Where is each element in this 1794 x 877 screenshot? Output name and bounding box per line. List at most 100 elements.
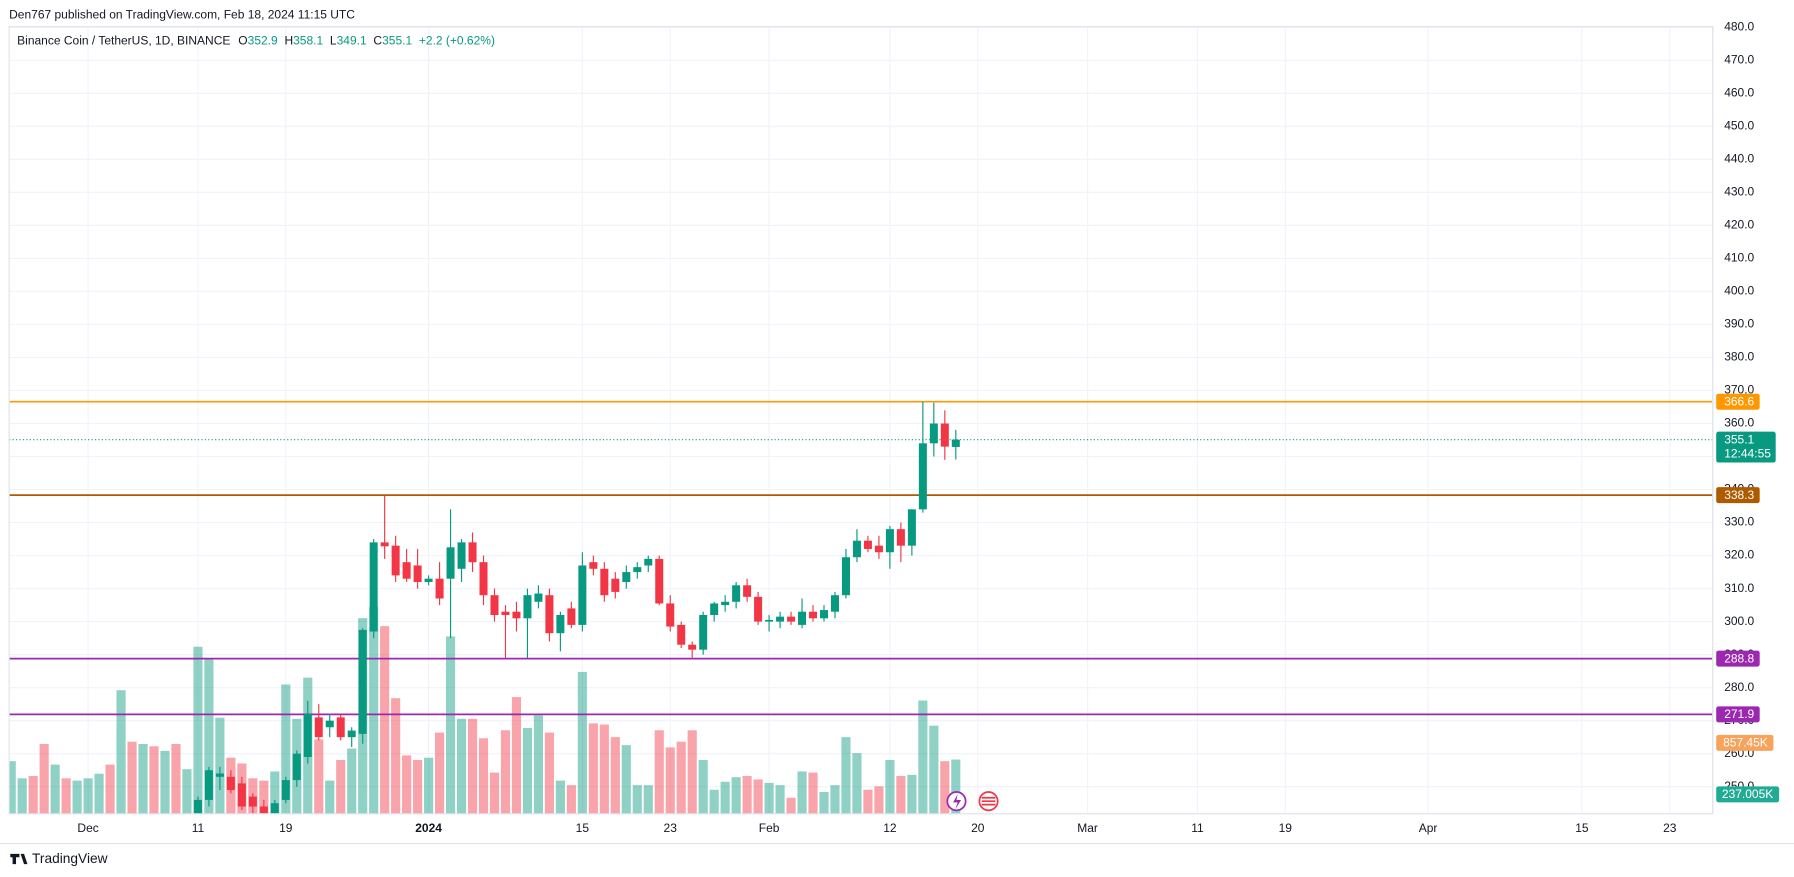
candle-body — [369, 542, 378, 632]
candle-body — [863, 540, 872, 549]
legend: Binance Coin / TetherUS, 1D, BINANCE O35… — [17, 34, 495, 48]
volume-bar — [17, 778, 27, 814]
candle-body — [622, 572, 631, 582]
candle-body — [776, 616, 785, 622]
candle-body — [237, 783, 246, 807]
candle-body — [918, 443, 927, 510]
candle-body — [655, 558, 664, 604]
candle-body — [380, 542, 389, 547]
candle-body — [732, 585, 741, 602]
volume-bar — [369, 606, 379, 814]
volume-bar — [588, 723, 598, 814]
volume-bar — [215, 717, 225, 814]
candle-body — [314, 717, 323, 738]
volume-bar — [632, 785, 642, 814]
candle-body — [578, 565, 587, 625]
candle-body — [468, 542, 477, 563]
candle-body — [358, 629, 367, 734]
candle-body — [852, 540, 861, 558]
volume-bar — [720, 781, 730, 814]
open-value: 352.9 — [248, 34, 278, 48]
y-tick-label: 420.0 — [1724, 218, 1754, 232]
volume-bar — [951, 759, 961, 814]
candle-body — [677, 624, 686, 645]
flag-glyph — [981, 796, 996, 806]
candle-body — [534, 593, 543, 602]
y-tick-label: 380.0 — [1724, 350, 1754, 364]
x-tick-label: 20 — [971, 821, 985, 835]
volume-bar — [533, 715, 544, 814]
level-label: 271.9 — [1724, 707, 1754, 721]
candle-body — [523, 595, 532, 619]
last-price-box — [1716, 431, 1776, 463]
candle-body — [391, 545, 400, 576]
volume-bar — [413, 760, 423, 814]
volume-bar — [138, 743, 148, 814]
volume-bar — [9, 761, 16, 814]
volume-bar — [445, 636, 456, 814]
volume-value-box — [1716, 786, 1780, 803]
low-value: 349.1 — [337, 34, 367, 48]
countdown: 12:44:55 — [1724, 447, 1771, 461]
y-tick-label: 360.0 — [1724, 416, 1754, 430]
level-label: 338.3 — [1724, 488, 1754, 502]
y-tick-label: 480.0 — [1724, 19, 1754, 33]
candle-body — [951, 439, 960, 447]
volume-bar — [259, 780, 269, 814]
volume-bar — [874, 786, 884, 814]
y-tick-label: 330.0 — [1724, 515, 1754, 529]
plot-area — [9, 400, 1713, 814]
candle-body — [479, 562, 488, 596]
candle-body — [204, 770, 213, 800]
y-tick-label: 280.0 — [1724, 680, 1754, 694]
level-label-box — [1716, 487, 1760, 504]
candle-body — [885, 529, 894, 553]
close-value: 355.1 — [382, 34, 412, 48]
x-tick-label: 23 — [664, 821, 678, 835]
x-tick-label: 19 — [279, 821, 293, 835]
candle-body — [710, 603, 719, 616]
volume-bar — [39, 743, 49, 814]
volume-bar — [467, 718, 478, 814]
last-price-label: 355.1 — [1724, 432, 1754, 446]
x-tick-label: 11 — [192, 821, 205, 835]
volume-bar — [281, 684, 291, 814]
candle-body — [336, 717, 345, 738]
candle-body — [819, 610, 829, 619]
candle-body — [490, 595, 499, 616]
brand: TradingView — [32, 851, 108, 866]
volume-bar — [676, 741, 686, 814]
volume-bar — [566, 785, 576, 814]
candle-body — [303, 714, 312, 757]
volume-bar — [863, 789, 873, 814]
grid — [9, 26, 1713, 814]
candle-body — [347, 730, 356, 738]
candle-body — [259, 806, 268, 814]
volume-bar — [270, 771, 280, 814]
volume-bar — [434, 732, 445, 814]
volume-bar — [731, 777, 741, 814]
close-label: C — [373, 34, 382, 48]
volume-bar — [599, 724, 609, 814]
open-label: O — [238, 34, 247, 48]
volume-bar — [489, 772, 500, 814]
volume-bar — [424, 757, 434, 814]
volume-bar — [149, 746, 159, 814]
change: +2.2 (+0.62%) — [419, 34, 495, 48]
y-tick-label: 400.0 — [1724, 284, 1754, 298]
volume-bar — [522, 727, 533, 814]
volume-bar — [50, 764, 60, 814]
x-tick-label: Apr — [1419, 821, 1438, 835]
volume-bar — [391, 698, 401, 814]
volume-bar — [325, 780, 335, 814]
high-value: 358.1 — [293, 34, 323, 48]
candle-body — [743, 585, 752, 597]
x-tick-label: Mar — [1077, 821, 1098, 835]
volume-bar — [500, 730, 511, 814]
volume-bar — [127, 741, 137, 814]
low-label: L — [330, 34, 337, 48]
volume-bar — [478, 738, 489, 814]
volume-value-label: 237.005K — [1722, 787, 1773, 801]
